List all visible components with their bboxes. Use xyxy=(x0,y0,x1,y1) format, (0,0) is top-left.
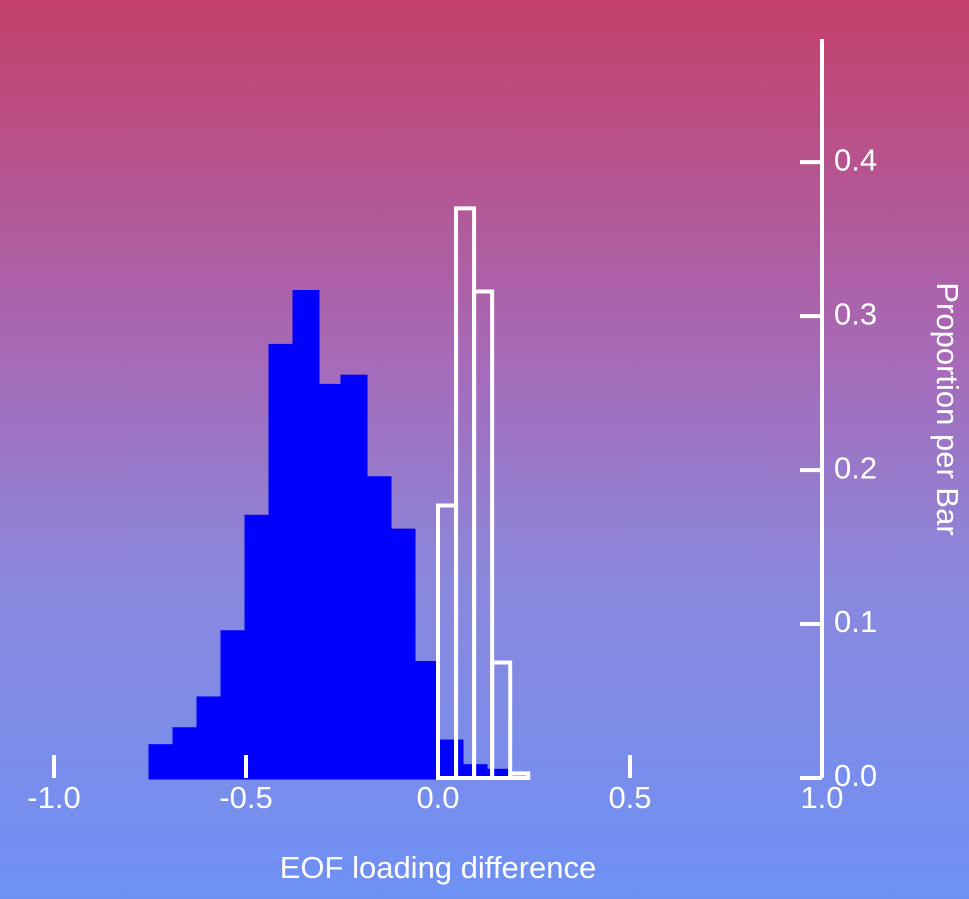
histogram-bar xyxy=(316,383,344,780)
histogram-bar xyxy=(292,289,320,780)
histogram-bar xyxy=(490,660,513,780)
histogram-bar xyxy=(412,661,440,780)
histogram-bar xyxy=(436,739,464,780)
histogram-bar xyxy=(220,630,248,780)
histogram-bar xyxy=(148,744,176,780)
histogram-bar xyxy=(340,374,368,780)
y-axis-title: Proportion per Bar xyxy=(930,282,965,535)
histogram-bar xyxy=(172,727,200,780)
y-tick-label: 0.2 xyxy=(834,450,877,485)
y-tick-label: 0.4 xyxy=(834,142,877,177)
x-tick-label: 0.0 xyxy=(416,780,459,815)
y-tick-label: 0.3 xyxy=(834,296,877,331)
histogram-bar xyxy=(364,476,392,780)
y-tick-label: 0.1 xyxy=(834,604,877,639)
histogram-bar xyxy=(268,343,296,780)
x-tick-label: -0.5 xyxy=(219,780,272,815)
histogram-bar xyxy=(454,206,477,780)
y-tick-label: 0.0 xyxy=(834,758,877,793)
histogram-bar xyxy=(436,503,459,780)
histogram-bar xyxy=(472,289,495,780)
histogram-bar xyxy=(196,696,224,780)
histogram-bar xyxy=(388,528,416,780)
x-tick-label: -1.0 xyxy=(27,780,80,815)
x-tick-label: 1.0 xyxy=(800,780,843,815)
x-tick-label: 0.5 xyxy=(608,780,651,815)
histogram-bar xyxy=(244,514,272,780)
x-axis-title: EOF loading difference xyxy=(280,850,597,885)
histogram-bar xyxy=(508,771,531,780)
